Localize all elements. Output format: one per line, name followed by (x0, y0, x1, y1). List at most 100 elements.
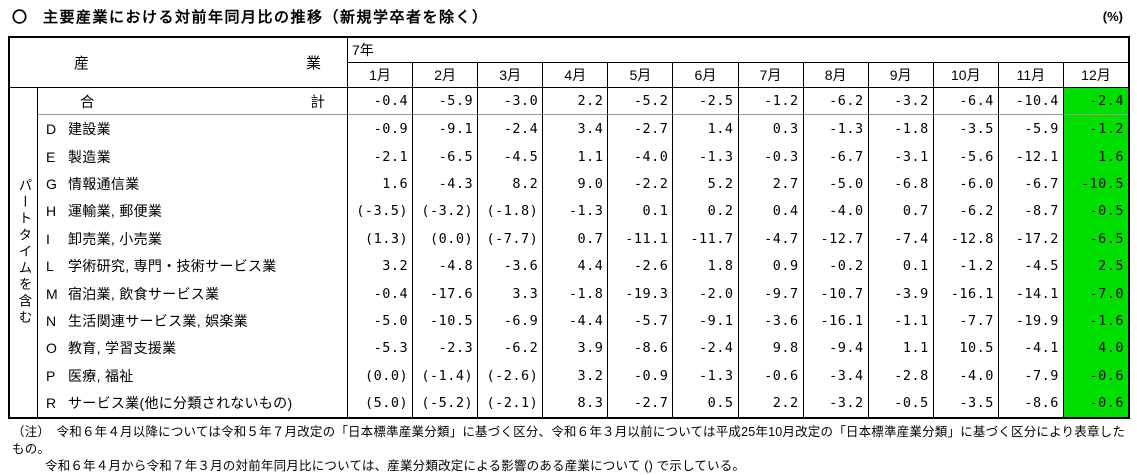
value-cell-E-12月: 1.6 (1062, 142, 1128, 171)
value-cell-H-12月: -0.5 (1062, 197, 1128, 226)
value-cell-O-7月: 9.8 (737, 334, 803, 363)
value-cell-P-10月: -4.0 (932, 362, 998, 390)
value-cell-I-8月: -12.7 (802, 225, 868, 253)
value-cell-E-11月: -12.1 (997, 142, 1063, 171)
value-cell-R-1月: (5.0) (347, 389, 412, 417)
industry-code: G (46, 175, 57, 192)
value-cell-N-6月: -9.1 (672, 307, 737, 335)
year-header: 7年 (347, 38, 1128, 63)
value-cell-total-6月: -2.5 (672, 88, 738, 116)
value-cell-M-5月: -19.3 (607, 279, 672, 308)
row-name-P: P 医療, 福祉 (38, 362, 347, 389)
value-cell-E-4月: 1.1 (542, 142, 607, 171)
row-name-M: M 宿泊業, 飲食サービス業 (38, 280, 347, 307)
value-cell-L-10月: -1.2 (932, 252, 998, 280)
value-cell-P-6月: -1.3 (672, 362, 737, 390)
value-cell-G-3月: 8.2 (477, 170, 542, 198)
value-cell-D-5月: -2.7 (607, 115, 672, 143)
row-name-G: G 情報通信業 (38, 170, 347, 197)
value-cell-M-4月: -1.8 (542, 279, 607, 308)
sidebar-parttime-label: パートタイムを含む (10, 88, 38, 417)
month-header-5: 5月 (607, 63, 673, 88)
value-cell-G-5月: -2.2 (607, 170, 672, 198)
value-cell-I-12月: -6.5 (1062, 225, 1128, 253)
industry-column-header: 産 業 (10, 38, 347, 88)
value-cell-H-4月: -1.3 (542, 197, 607, 226)
value-cell-R-2月: (-5.2) (412, 389, 477, 417)
value-cell-G-11月: -6.7 (997, 170, 1063, 198)
value-cell-O-1月: -5.3 (347, 334, 412, 363)
value-cell-I-10月: -12.8 (932, 225, 998, 253)
value-cell-N-4月: -4.4 (542, 307, 607, 335)
value-cell-E-6月: -1.3 (672, 142, 737, 171)
industry-code: P (46, 367, 56, 384)
month-header-8: 8月 (802, 63, 868, 88)
value-cell-I-9月: -7.4 (867, 225, 933, 253)
value-cell-R-6月: 0.5 (672, 389, 737, 417)
value-cell-N-2月: -10.5 (412, 307, 477, 335)
month-header-10: 10月 (932, 63, 998, 88)
industry-header-left: 産 (74, 55, 90, 72)
value-cell-total-10月: -6.4 (932, 88, 998, 116)
value-cell-N-11月: -19.9 (997, 307, 1063, 335)
value-cell-G-4月: 9.0 (542, 170, 607, 198)
value-cell-I-5月: -11.1 (607, 225, 672, 253)
month-header-6: 6月 (672, 63, 738, 88)
value-cell-M-2月: -17.6 (412, 279, 477, 308)
value-cell-R-5月: -2.7 (607, 389, 672, 417)
industry-code: R (46, 395, 57, 412)
industry-name: 教育, 学習支援業 (68, 340, 177, 357)
row-name-total: 合計 (38, 88, 347, 116)
value-cell-O-4月: 3.9 (542, 334, 607, 363)
industry-name: 宿泊業, 飲食サービス業 (68, 285, 220, 302)
unit-label: (%) (1102, 9, 1123, 24)
value-cell-G-2月: -4.3 (412, 170, 477, 198)
industry-name: 情報通信業 (68, 175, 140, 192)
value-cell-D-7月: 0.3 (737, 115, 803, 143)
value-cell-R-4月: 8.3 (542, 389, 607, 417)
value-cell-R-9月: -0.5 (867, 389, 933, 417)
value-cell-D-9月: -1.8 (867, 115, 933, 143)
value-cell-G-8月: -5.0 (802, 170, 868, 198)
value-cell-R-8月: -3.2 (802, 389, 868, 417)
row-name-O: O 教育, 学習支援業 (38, 335, 347, 362)
value-cell-N-7月: -3.6 (737, 307, 803, 335)
value-cell-E-2月: -6.5 (412, 142, 477, 171)
value-cell-E-3月: -4.5 (477, 142, 542, 171)
industry-yoy-table: 産 業 7年 パートタイムを含む 1月 2月 3月 4月 5月 6月 7月 8月 9月 10月 11… (8, 36, 1130, 419)
value-cell-M-8月: -10.7 (802, 279, 868, 308)
value-cell-total-12月: -2.4 (1062, 88, 1128, 116)
value-cell-O-8月: -9.4 (802, 334, 868, 363)
value-cell-H-8月: -4.0 (802, 197, 868, 226)
footnote-line-1: （注） 令和６年４月以降については令和５年７月改定の「日本標準産業分類」に基づく… (12, 425, 1126, 456)
value-cell-D-6月: 1.4 (672, 115, 737, 143)
value-cell-total-5月: -5.2 (607, 88, 673, 116)
value-cell-E-5月: -4.0 (607, 142, 672, 171)
value-cell-L-7月: 0.9 (737, 252, 803, 280)
industry-name: 医療, 福祉 (68, 367, 134, 384)
value-cell-R-3月: (-2.1) (477, 389, 542, 417)
industry-code: N (46, 313, 57, 330)
industry-name: 卸売業, 小売業 (68, 230, 163, 247)
row-name-H: H 運輸業, 郵便業 (38, 198, 347, 225)
value-cell-L-4月: 4.4 (542, 252, 607, 280)
value-cell-R-10月: -3.5 (932, 389, 998, 417)
value-cell-P-5月: -0.9 (607, 362, 672, 390)
value-cell-P-9月: -2.8 (867, 362, 933, 390)
value-cell-D-12月: -1.2 (1062, 115, 1128, 143)
industry-code: O (46, 340, 57, 357)
value-cell-total-4月: 2.2 (542, 88, 608, 116)
value-cell-N-10月: -7.7 (932, 307, 998, 335)
value-cell-I-2月: (0.0) (412, 225, 477, 253)
value-cell-D-3月: -2.4 (477, 115, 542, 143)
value-cell-P-11月: -7.9 (997, 362, 1063, 390)
value-cell-L-1月: 3.2 (347, 252, 412, 280)
value-cell-R-12月: -0.6 (1062, 389, 1128, 417)
value-cell-M-11月: -14.1 (997, 279, 1063, 308)
value-cell-L-6月: 1.8 (672, 252, 737, 280)
value-cell-G-10月: -6.0 (932, 170, 998, 198)
value-cell-I-7月: -4.7 (737, 225, 803, 253)
value-cell-E-1月: -2.1 (347, 142, 412, 171)
value-cell-L-5月: -2.6 (607, 252, 672, 280)
value-cell-I-3月: (-7.7) (477, 225, 542, 253)
